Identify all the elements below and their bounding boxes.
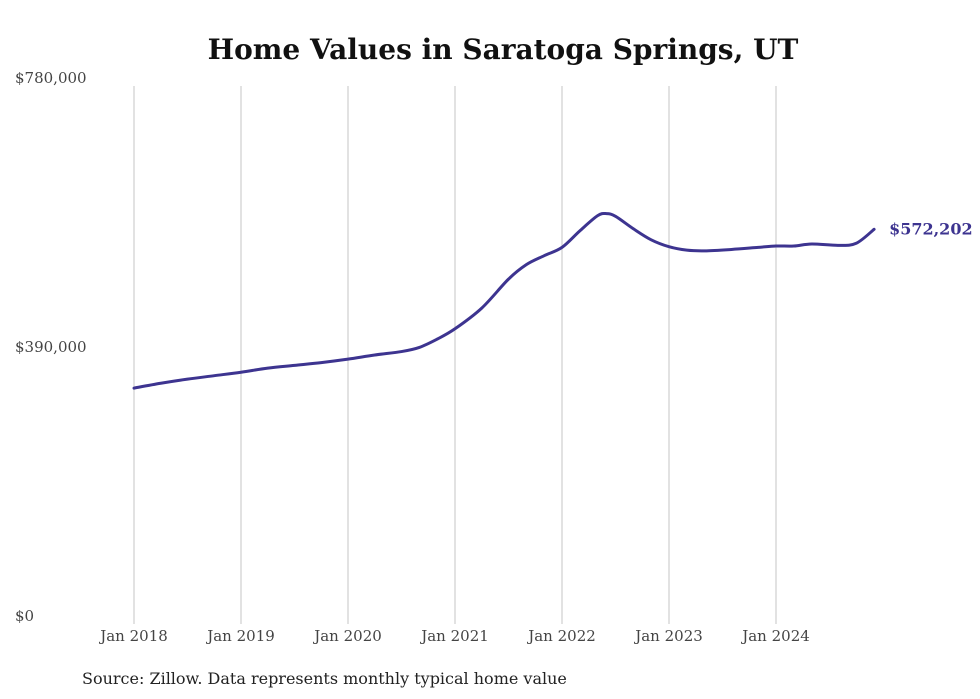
x-tick-label: Jan 2018 [98,627,168,645]
y-tick-label: $0 [15,607,34,625]
x-tick-label: Jan 2022 [526,627,596,645]
x-tick-label: Jan 2023 [633,627,703,645]
gridlines [133,86,777,624]
y-axis-ticks: $0 $390,000 $780,000 [15,69,87,625]
end-value-label: $572,202 [889,219,973,238]
chart-title: Home Values in Saratoga Springs, UT [208,33,799,66]
series-layer: $572,202 [132,211,973,390]
source-note: Source: Zillow. Data represents monthly … [82,669,567,688]
x-axis-ticks: Jan 2018 Jan 2019 Jan 2020 Jan 2021 Jan 2022… [98,627,810,645]
x-tick-label: Jan 2020 [312,627,382,645]
x-tick-label: Jan 2019 [205,627,275,645]
y-tick-label: $780,000 [15,69,87,87]
x-tick-label: Jan 2024 [740,627,810,645]
y-tick-label: $390,000 [15,338,87,356]
series-line-0 [132,211,876,390]
x-tick-label: Jan 2021 [419,627,489,645]
